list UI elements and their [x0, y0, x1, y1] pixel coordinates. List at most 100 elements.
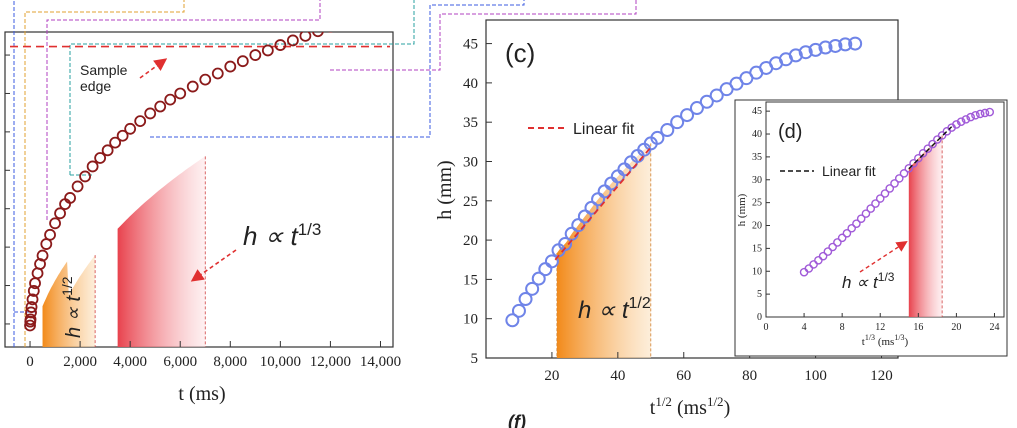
- d-data-point: [885, 184, 895, 193]
- d-data-point: [966, 112, 975, 122]
- panel-d-inset: 0 4 8 12 16 20 24 0 5 10 15 20 25 30 35 40 45 (d) Linear…: [734, 99, 1008, 357]
- c-x-tick-label: 40: [610, 368, 625, 384]
- c-shaded-region: [556, 143, 651, 358]
- c-x-axis-label: t1/2 (ms1/2): [650, 394, 730, 419]
- left-shaded-region-2: [117, 156, 206, 347]
- d-y-tick-label: 25: [752, 198, 762, 209]
- d-data-point: [914, 153, 923, 163]
- c-data-point: [670, 115, 685, 130]
- left-x-tick-label: 8,000: [213, 354, 247, 370]
- c-y-tick-label: 30: [463, 154, 478, 170]
- d-data-point: [899, 169, 909, 178]
- left-data-point: [338, 18, 348, 28]
- d-y-tick-label: 30: [752, 175, 762, 186]
- d-y-tick-label: 20: [752, 221, 762, 232]
- sample-edge-arrow: [139, 58, 168, 79]
- c-y-tick-label: 45: [463, 37, 478, 53]
- d-x-tick-label: 24: [989, 322, 999, 333]
- d-data-point: [975, 109, 985, 119]
- guide-connector-line: [69, 0, 415, 175]
- left-data-point: [186, 80, 199, 93]
- d-data-point: [871, 199, 880, 208]
- c-y-tick-label: 35: [463, 115, 478, 131]
- d-data-point: [823, 247, 833, 256]
- c-data-point: [680, 108, 695, 123]
- d-data-point: [909, 158, 918, 168]
- d-law-arrow: [859, 240, 908, 273]
- c-data-point: [525, 281, 540, 296]
- c-data-point: [577, 209, 592, 224]
- left-x-tick-label: 0: [26, 354, 34, 370]
- c-data-point: [838, 37, 853, 52]
- left-data-point: [236, 55, 249, 68]
- sample-edge-label: Sample: [80, 62, 128, 78]
- c-x-tick-label: 120: [870, 368, 893, 384]
- c-data-point: [788, 48, 803, 63]
- d-x-tick-label: 20: [951, 322, 961, 333]
- guide-connector-line: [24, 0, 185, 347]
- left-data-point: [109, 136, 122, 149]
- left-data-point: [211, 67, 224, 80]
- left-data-point: [49, 217, 61, 230]
- left-data-point: [25, 301, 38, 313]
- c-data-point: [699, 94, 714, 109]
- left-data-point: [116, 129, 129, 142]
- c-law-annotation: h ∝ t1/2: [578, 295, 651, 324]
- left-data-point: [24, 313, 37, 326]
- left-data-point: [36, 249, 49, 262]
- d-data-point: [856, 214, 866, 223]
- c-fit-legend-label: Linear fit: [573, 121, 635, 138]
- d-data-point: [880, 189, 890, 198]
- c-data-point: [660, 123, 675, 138]
- d-x-tick-label: 8: [840, 322, 845, 333]
- d-data-point: [837, 233, 847, 243]
- c-data-point: [818, 40, 833, 55]
- d-y-tick-label: 5: [757, 289, 762, 300]
- c-linear-fit-line: [554, 146, 652, 261]
- left-panel: 0 2,000 4,000 6,000 8,000 10,000 12,000 14,000 …: [4, 0, 637, 405]
- c-data-point: [558, 237, 573, 252]
- d-y-tick-label: 15: [752, 243, 762, 254]
- d-data-point: [985, 107, 995, 117]
- d-x-tick-label: 12: [875, 322, 885, 333]
- d-x-tick-label: 0: [764, 322, 769, 333]
- d-data-point: [847, 223, 856, 233]
- d-x-tick-label: 4: [802, 322, 807, 333]
- c-y-tick-label: 15: [463, 272, 478, 288]
- left-data-point: [34, 258, 46, 270]
- c-y-axis-label: h (mm): [434, 160, 456, 219]
- d-data-point: [894, 174, 904, 183]
- law-t12-annotation: h ∝ t1/2: [59, 276, 85, 338]
- c-y-tick-label: 25: [463, 194, 478, 210]
- c-data-point: [798, 45, 813, 60]
- left-data-point: [124, 122, 137, 135]
- panel-c-label: (c): [505, 38, 535, 68]
- left-data-point: [27, 285, 40, 297]
- guide-connector-line: [46, 0, 321, 220]
- left-x-tick-label: 6,000: [163, 354, 197, 370]
- left-data-point: [312, 32, 324, 38]
- c-data-point: [505, 313, 520, 328]
- left-data-point: [71, 180, 84, 193]
- left-data-point: [101, 144, 114, 157]
- d-y-tick-label: 10: [752, 266, 762, 277]
- left-data-point: [274, 39, 287, 51]
- left-data-point: [199, 73, 212, 86]
- d-x-tick-label: 16: [913, 322, 923, 333]
- left-data-point: [164, 93, 177, 106]
- left-data-point: [44, 228, 56, 241]
- c-y-tick-label: 40: [463, 76, 478, 92]
- d-data-point: [828, 242, 837, 252]
- c-data-point: [544, 254, 559, 269]
- d-data-point: [875, 194, 885, 203]
- d-data-point: [861, 209, 871, 218]
- left-data-point: [224, 60, 237, 73]
- left-data-point: [86, 160, 99, 173]
- left-x-tick-label: 14,000: [360, 354, 401, 370]
- left-data-point: [286, 34, 299, 47]
- d-y-tick-label: 35: [752, 152, 762, 163]
- d-data-point: [980, 108, 990, 118]
- d-data-point: [842, 228, 852, 238]
- left-data-point: [154, 100, 167, 113]
